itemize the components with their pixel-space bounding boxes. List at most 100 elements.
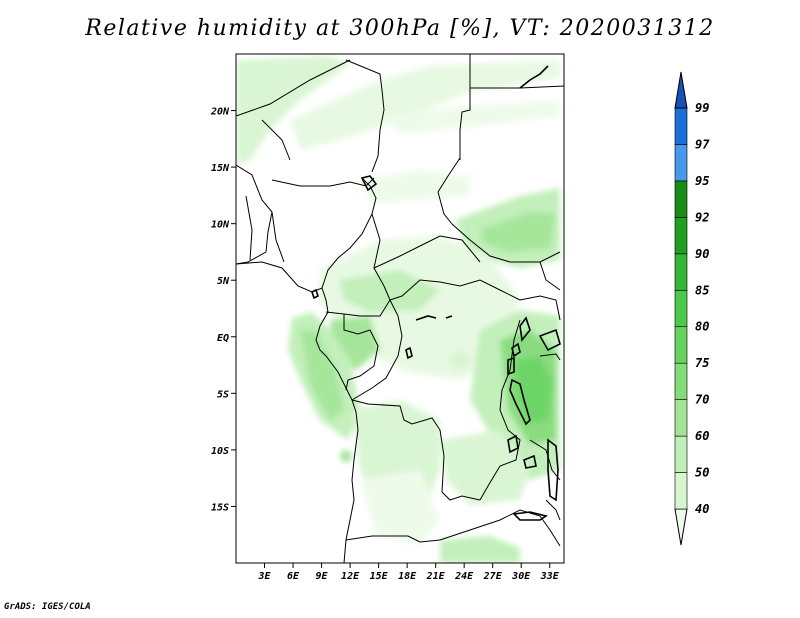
colorbar-swatch (674, 217, 688, 255)
colorbar-swatch (674, 144, 688, 182)
colorbar-lower-extend (674, 508, 688, 546)
lon-tick-label: 24E (454, 571, 474, 582)
colorbar-upper-extend (674, 71, 688, 109)
colorbar-swatch (674, 253, 688, 291)
latitude-axis: 20N 15N 10N 5N EQ 5S 10S 15S (210, 107, 236, 513)
border-car-drc (389, 279, 521, 301)
rh-region-sudan-core (480, 212, 556, 252)
colorbar-swatch (674, 289, 688, 328)
colorbar-swatch (674, 326, 688, 364)
coastline-gulf-of-guinea (236, 261, 359, 563)
lat-tick-label: EQ (217, 333, 229, 344)
rh-region-lakes-peak (515, 356, 552, 424)
lat-tick-label: 20N (210, 107, 230, 118)
colorbar-label: 60 (695, 429, 709, 443)
chart-title: Relative humidity at 300hPa [%], VT: 202… (85, 16, 715, 41)
longitude-axis: 3E 6E 9E 12E 15E 18E 21E 24E 27E 30E 33E (257, 563, 560, 582)
lon-tick-label: 9E (316, 571, 329, 582)
border-mozambique (545, 499, 561, 521)
border-south-sudan-ethiopia (539, 261, 561, 291)
border-tanzania (539, 353, 561, 361)
rh-region-angola-south (360, 470, 440, 545)
border-benin-nigeria (271, 211, 285, 263)
red-sea-coast (519, 65, 549, 89)
border-tanzania-south (529, 439, 561, 481)
border-angola-zambia (441, 455, 481, 501)
lake-malawi (547, 438, 559, 502)
lat-tick-label: 10S (211, 446, 229, 457)
lake-kariba (512, 511, 548, 521)
lake-albert (519, 316, 531, 342)
lake-victoria (538, 328, 561, 352)
lon-tick-label: 3E (257, 571, 271, 582)
lake-mweru (507, 434, 519, 454)
lake-bangweulu (523, 454, 537, 469)
colorbar-swatch (674, 435, 688, 473)
rh-region-sahel (360, 170, 470, 204)
border-nigeria-cameroon (321, 213, 373, 289)
humidity-shading (236, 56, 560, 563)
lake-tanganyika (509, 378, 531, 426)
rh-cell-central (450, 350, 470, 370)
colorbar: 40 50 60 70 75 80 85 90 92 95 97 99 (674, 71, 710, 546)
rh-cell-angola (340, 450, 352, 462)
bioko-island (311, 288, 319, 300)
colorbar-label: 97 (695, 137, 710, 151)
rh-region-north-west (236, 56, 350, 165)
lat-tick-label: 10N (211, 220, 230, 231)
software-credit: GrADS: IGES/COLA (4, 602, 91, 612)
colorbar-swatch (674, 362, 688, 400)
lat-tick-label: 5S (217, 389, 229, 400)
border-algeria-libya (236, 59, 351, 117)
lat-tick-label: 15S (211, 502, 229, 513)
lake-tumba (405, 346, 413, 360)
rh-region-car (340, 270, 440, 312)
border-chad-sudan (437, 157, 461, 225)
rh-region-north-east (380, 100, 560, 134)
border-drc-zambia (479, 319, 521, 501)
rh-region-coast-core (300, 330, 344, 420)
colorbar-label: 99 (695, 101, 709, 115)
border-congo (343, 314, 379, 391)
colorbar-label: 92 (695, 210, 709, 224)
rh-region-north-band (290, 60, 560, 150)
border-sudan-south-sudan (451, 223, 561, 263)
rh-region-zambia (440, 430, 530, 505)
lake-chad (360, 175, 378, 192)
border-drc-angola (351, 399, 445, 457)
colorbar-label: 40 (695, 502, 709, 516)
colorbar-swatch (674, 472, 688, 510)
rh-region-south (440, 536, 520, 563)
border-zambia-zimbabwe (439, 509, 561, 547)
congo-river-1 (415, 315, 437, 321)
coastline-west (236, 164, 273, 265)
lon-tick-label: 21E (426, 571, 446, 582)
colorbar-label: 70 (695, 393, 709, 407)
lon-tick-label: 30E (511, 571, 531, 582)
lon-tick-label: 6E (287, 571, 300, 582)
colorbar-label: 85 (695, 283, 709, 297)
colorbar-label: 75 (695, 356, 709, 370)
border-niger-chad (345, 59, 385, 173)
colorbar-swatch (674, 399, 688, 437)
colorbar-label: 80 (695, 320, 709, 334)
border-ghana (245, 195, 253, 261)
border-uganda-kenya (519, 295, 561, 321)
colorbar-swatch (674, 107, 688, 145)
lake-kivu (507, 356, 515, 376)
colorbar-label: 95 (695, 174, 709, 188)
border-mali-niger (261, 119, 291, 161)
border-niger-nigeria (271, 177, 375, 187)
lakes (311, 65, 561, 521)
congo-river-2 (445, 315, 453, 319)
colorbar-swatch (674, 180, 688, 218)
colorbar-label: 50 (695, 466, 709, 480)
lake-edward (511, 342, 521, 358)
lon-tick-label: 33E (540, 571, 560, 582)
border-cameroon-gabon (325, 299, 391, 317)
lat-tick-label: 15N (211, 163, 230, 174)
lon-tick-label: 18E (398, 571, 417, 582)
border-libya-egypt (459, 54, 471, 160)
colorbar-label: 90 (695, 247, 709, 261)
